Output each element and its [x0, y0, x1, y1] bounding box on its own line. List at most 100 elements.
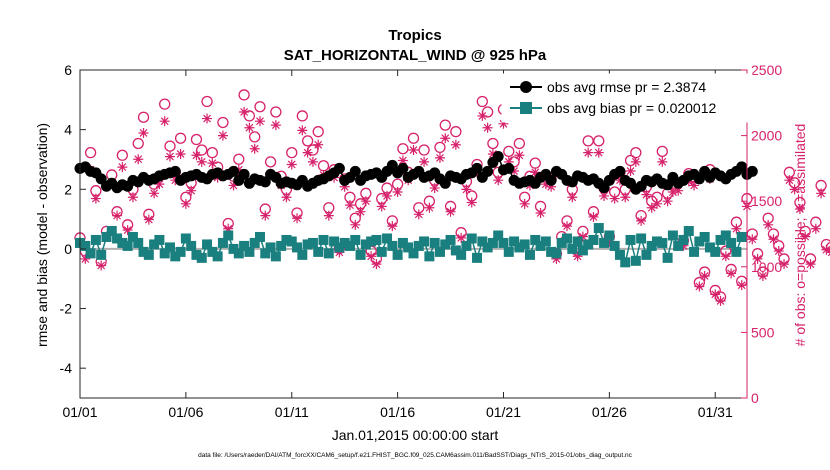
bias-point: [710, 246, 721, 257]
assimilated-obs-point: [477, 110, 488, 121]
bias-point: [186, 240, 197, 251]
rmse-point: [228, 165, 240, 177]
bias-point: [715, 234, 726, 245]
bias-point: [641, 249, 652, 260]
bias-point: [609, 240, 620, 251]
bias-point: [636, 233, 647, 244]
assimilated-obs-point: [466, 197, 477, 208]
bias-point: [593, 223, 604, 234]
bias-point: [307, 237, 318, 248]
y-tick-label: 0: [64, 241, 72, 257]
assimilated-obs-point: [154, 179, 165, 190]
bias-point: [360, 239, 371, 250]
assimilated-obs-point: [202, 113, 213, 124]
assimilated-obs-point: [281, 192, 292, 203]
rmse-point: [545, 174, 557, 186]
assimilated-obs-point: [143, 214, 154, 225]
bias-point: [85, 248, 96, 259]
bias-point: [434, 246, 445, 257]
possible-obs-point: [450, 126, 462, 138]
bias-point: [704, 242, 715, 253]
assimilated-obs-point: [397, 155, 408, 166]
assimilated-obs-point: [371, 259, 382, 270]
x-tick-label: 01/11: [275, 404, 309, 420]
bias-point: [503, 246, 514, 257]
bias-point: [149, 239, 160, 250]
assimilated-obs-point: [456, 232, 467, 243]
rmse-point: [746, 165, 758, 177]
assimilated-obs-point: [657, 156, 668, 167]
assimilated-obs-point: [630, 156, 641, 167]
possible-obs-point: [174, 132, 187, 144]
bias-point: [689, 246, 700, 257]
assimilated-obs-point: [350, 219, 361, 230]
assimilated-obs-point: [498, 118, 509, 129]
bias-point: [96, 249, 107, 260]
assimilated-obs-point: [546, 181, 557, 192]
bias-point: [212, 251, 223, 262]
assimilated-obs-point: [376, 201, 387, 212]
bias-point: [175, 246, 186, 257]
possible-obs-point: [116, 149, 128, 161]
assimilated-obs-point: [794, 204, 805, 215]
assimilated-obs-point: [80, 253, 91, 264]
possible-obs-point: [264, 156, 277, 168]
assimilated-obs-point: [493, 175, 504, 186]
assimilated-obs-point: [562, 221, 573, 232]
footer-data-file: data file: /Users/raeder/DAI/ATM_forcXX/…: [198, 452, 633, 459]
assimilated-obs-point: [344, 200, 355, 211]
assimilated-obs-point: [382, 190, 393, 201]
bias-point: [461, 240, 472, 251]
assimilated-obs-point: [800, 231, 811, 242]
assimilated-obs-point: [239, 106, 250, 117]
assimilated-obs-point: [620, 192, 631, 203]
x-axis-label: Jan.01,2015 00:00:00 start: [332, 427, 499, 443]
assimilated-obs-point: [164, 151, 175, 162]
assimilated-obs-point: [127, 192, 138, 203]
assimilated-obs-point: [339, 181, 350, 192]
bias-point: [138, 246, 149, 257]
y2-tick-label: 1000: [751, 259, 782, 275]
possible-obs-point: [201, 95, 213, 108]
assimilated-obs-point: [572, 251, 583, 262]
assimilated-obs-point: [810, 223, 821, 234]
bias-point: [599, 237, 610, 248]
possible-obs-point: [217, 116, 229, 129]
possible-obs-point: [190, 133, 203, 146]
bias-point: [519, 239, 530, 250]
bias-point: [376, 246, 387, 257]
assimilated-obs-point: [387, 221, 398, 232]
bias-point: [456, 249, 467, 260]
bias-point: [281, 234, 292, 245]
x-tick-label: 01/16: [380, 404, 415, 420]
assimilated-obs-point: [307, 156, 318, 167]
bias-point: [366, 236, 377, 247]
y-tick-label: -2: [60, 301, 73, 317]
bias-point: [726, 237, 737, 248]
legend-bias-marker: [520, 102, 532, 114]
bias-point: [371, 234, 382, 245]
axes: 01/01 01/06 01/11 01/16 01/21 01/26 01/31 -4 -2 0…: [60, 62, 783, 420]
bias-point: [625, 234, 636, 245]
assimilated-obs-point: [112, 210, 123, 221]
bias-point: [392, 249, 403, 260]
assimilated-obs-point: [519, 198, 530, 209]
bias-point: [667, 230, 678, 241]
bias-point: [101, 231, 112, 242]
bias-point: [646, 240, 657, 251]
y2-tick-label: 1500: [751, 193, 782, 209]
bias-point: [297, 249, 308, 260]
assimilated-obs-point: [588, 211, 599, 222]
possible-obs-point: [254, 101, 266, 113]
possible-obs-point: [84, 147, 97, 159]
y-tick-label: 4: [64, 122, 72, 138]
assimilated-obs-point: [593, 147, 604, 158]
bias-point: [127, 231, 138, 242]
rmse-point: [349, 165, 361, 177]
bias-point: [382, 233, 393, 244]
bias-point: [678, 234, 689, 245]
possible-obs-point: [301, 135, 314, 147]
assimilated-obs-point: [604, 236, 615, 247]
bias-point: [143, 249, 154, 260]
bias-point: [350, 234, 361, 245]
